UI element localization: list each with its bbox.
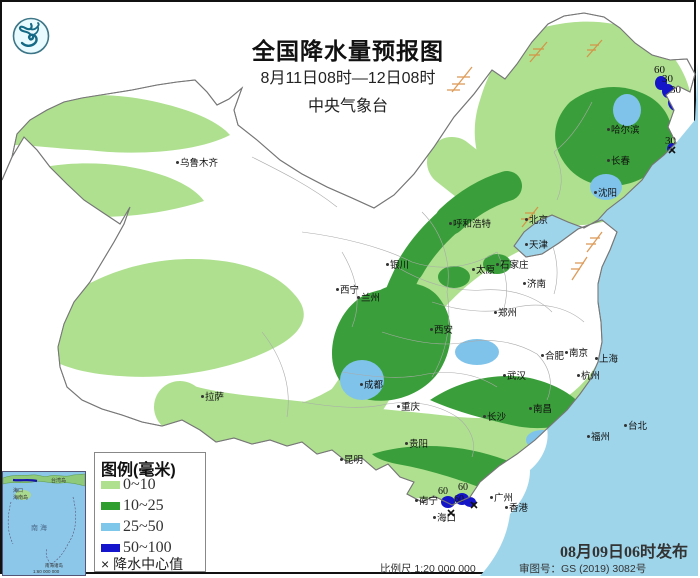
svg-text:1:60 000 000: 1:60 000 000 bbox=[33, 569, 60, 574]
svg-text:海南岛: 海南岛 bbox=[13, 494, 28, 501]
svg-text:南海诸岛: 南海诸岛 bbox=[45, 562, 63, 569]
svg-text:台湾岛: 台湾岛 bbox=[51, 477, 66, 484]
svg-text:60: 60 bbox=[458, 482, 468, 493]
svg-text:海口: 海口 bbox=[13, 487, 23, 494]
svg-text:南 海: 南 海 bbox=[31, 523, 47, 532]
svg-text:60: 60 bbox=[438, 486, 448, 497]
